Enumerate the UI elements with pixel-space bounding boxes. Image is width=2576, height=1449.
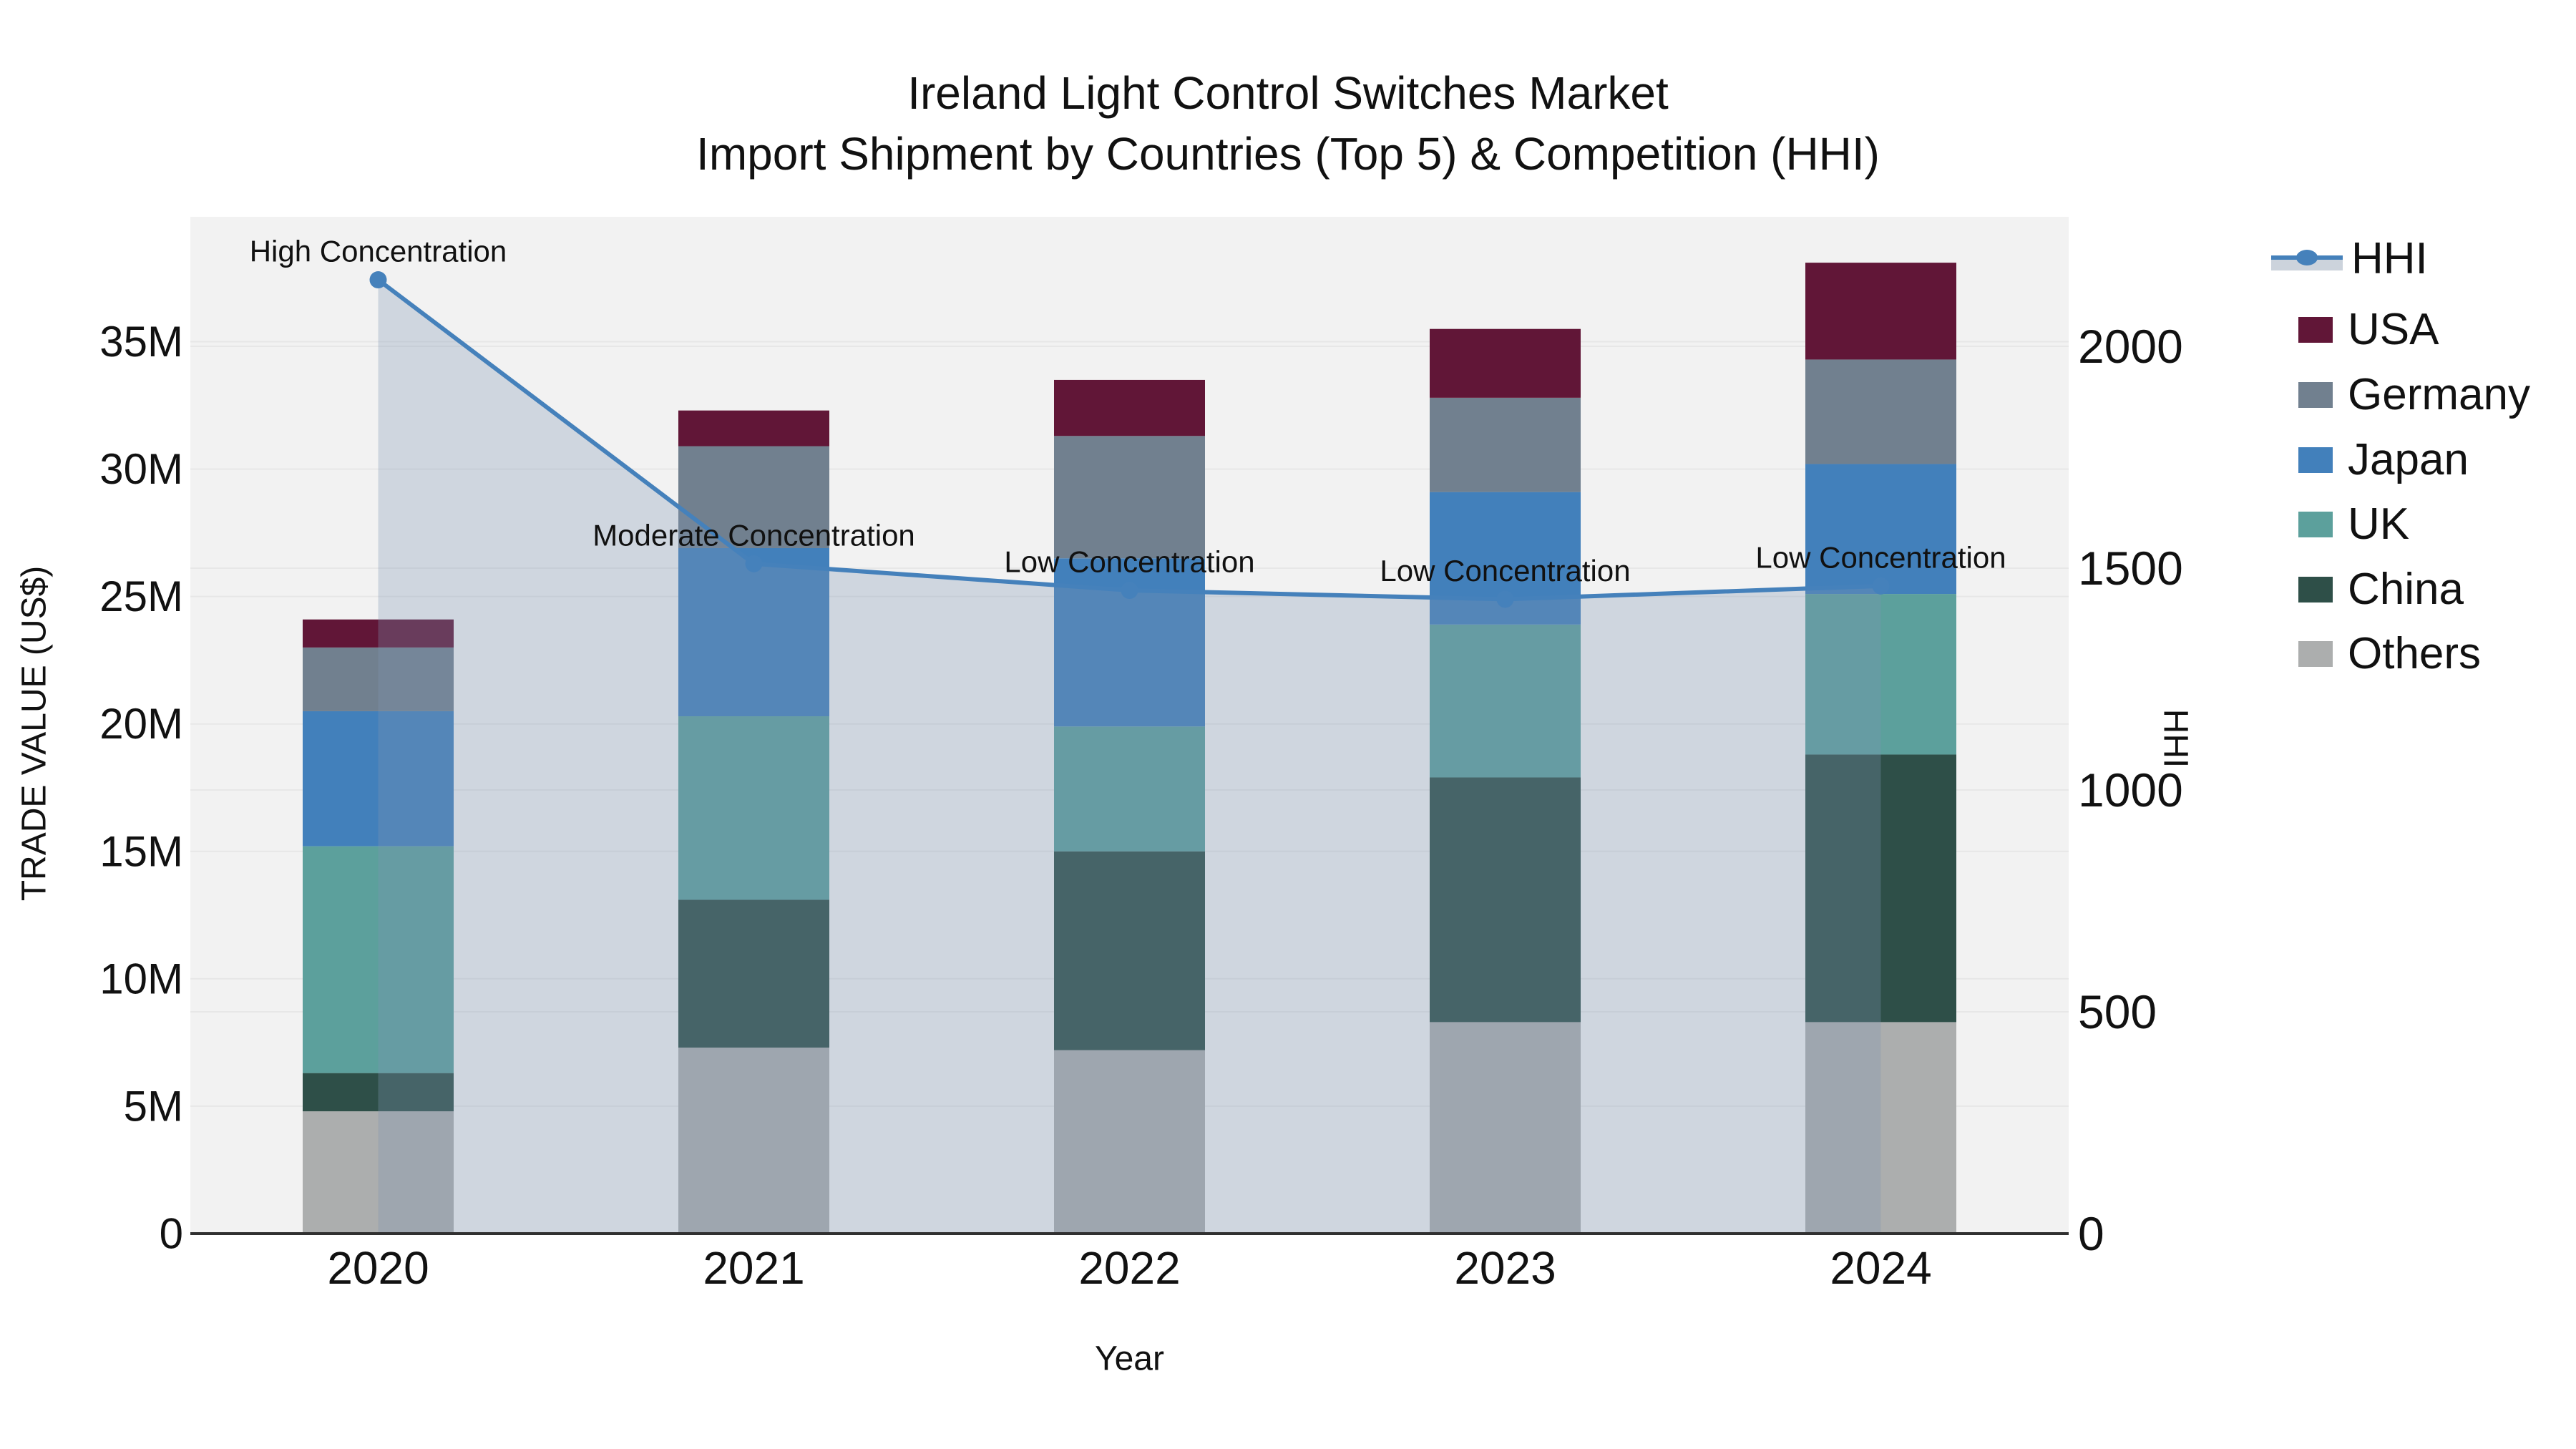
- hhi-marker-2023[interactable]: [1496, 590, 1514, 608]
- bar-segment-germany-2020[interactable]: [303, 647, 454, 711]
- y-left-tick-label: 20M: [99, 700, 183, 748]
- hhi-marker-2022[interactable]: [1121, 582, 1138, 600]
- y-left-tick-label: 5M: [124, 1082, 183, 1130]
- legend-item-germany[interactable]: Germany: [2268, 369, 2530, 421]
- bar-segment-japan-2024[interactable]: [1805, 464, 1956, 595]
- legend-item-label: Others: [2348, 629, 2482, 678]
- y-right-tick-label: 0: [2078, 1207, 2104, 1260]
- bar-segment-usa-2023[interactable]: [1430, 328, 1581, 398]
- y-right-tick-label: 1500: [2078, 542, 2183, 595]
- bar-segment-uk-2024[interactable]: [1805, 594, 1956, 755]
- y-left-tick-label: 25M: [99, 572, 183, 620]
- x-axis-title: Year: [1095, 1340, 1164, 1378]
- y-left-tick-label: 30M: [99, 445, 183, 493]
- bar-segment-china-2024[interactable]: [1805, 754, 1956, 1023]
- bar-segment-others-2020[interactable]: [303, 1111, 454, 1234]
- legend-item-china[interactable]: China: [2268, 564, 2464, 615]
- bar-segment-uk-2023[interactable]: [1430, 624, 1581, 778]
- y-right-tick-label: 500: [2078, 985, 2157, 1038]
- legend-item-others[interactable]: Others: [2268, 628, 2481, 680]
- legend-item-label: UK: [2348, 499, 2410, 549]
- legend-item-usa[interactable]: USA: [2268, 304, 2439, 356]
- bar-segment-usa-2022[interactable]: [1054, 379, 1205, 436]
- annotation-2020: High Concentration: [250, 235, 507, 268]
- y-left-tick-label: 35M: [99, 318, 183, 366]
- legend: HHI USA Germany Japan UK China Others: [2268, 0, 2569, 716]
- y-right-tick-label: 2000: [2078, 320, 2183, 373]
- y-axis-title-left: TRADE VALUE (US$): [16, 566, 54, 902]
- y-left-tick-label: 10M: [99, 955, 183, 1002]
- annotation-2022: Low Concentration: [1004, 545, 1254, 579]
- bar-segment-china-2023[interactable]: [1430, 777, 1581, 1023]
- hhi-legend-sample-icon: [2271, 250, 2343, 270]
- others-color-swatch-icon: [2298, 641, 2333, 667]
- x-tick-label: 2020: [327, 1242, 429, 1294]
- legend-item-uk[interactable]: UK: [2268, 499, 2409, 550]
- annotation-2021: Moderate Concentration: [592, 518, 915, 552]
- bar-segment-usa-2021[interactable]: [678, 410, 829, 447]
- bar-segment-uk-2020[interactable]: [303, 846, 454, 1073]
- japan-color-swatch-icon: [2298, 447, 2333, 473]
- hhi-area: [378, 280, 1881, 1234]
- bar-segment-china-2021[interactable]: [678, 899, 829, 1048]
- annotation-2023: Low Concentration: [1380, 554, 1630, 587]
- bar-segment-others-2024[interactable]: [1805, 1022, 1956, 1234]
- legend-item-label: HHI: [2351, 234, 2428, 283]
- hhi-marker-2021[interactable]: [745, 555, 763, 572]
- usa-color-swatch-icon: [2298, 317, 2333, 343]
- bar-segment-germany-2022[interactable]: [1054, 436, 1205, 559]
- legend-item-label: Japan: [2348, 435, 2469, 484]
- bar-segment-others-2022[interactable]: [1054, 1050, 1205, 1234]
- bar-segment-germany-2023[interactable]: [1430, 397, 1581, 492]
- bar-segment-usa-2020[interactable]: [303, 619, 454, 648]
- x-tick-label: 2023: [1454, 1242, 1556, 1294]
- legend-item-label: Germany: [2348, 370, 2530, 419]
- bar-segment-others-2023[interactable]: [1430, 1022, 1581, 1234]
- uk-color-swatch-icon: [2298, 512, 2333, 537]
- chart-title-line2: Import Shipment by Countries (Top 5) & C…: [696, 128, 1880, 180]
- y-axis-title-right: HHI: [2157, 709, 2195, 769]
- y-right-tick-label: 1000: [2078, 763, 2183, 816]
- bar-segment-uk-2022[interactable]: [1054, 726, 1205, 852]
- chart-title-line1: Ireland Light Control Switches Market: [907, 67, 1669, 119]
- bar-segment-germany-2024[interactable]: [1805, 359, 1956, 464]
- legend-item-japan[interactable]: Japan: [2268, 434, 2469, 486]
- hhi-marker-2020[interactable]: [369, 271, 387, 289]
- bar-segment-japan-2021[interactable]: [678, 547, 829, 717]
- y-left-tick-label: 0: [160, 1210, 183, 1258]
- annotation-2024: Low Concentration: [1755, 540, 2006, 574]
- x-tick-label: 2022: [1078, 1242, 1180, 1294]
- legend-item-label: China: [2348, 565, 2464, 614]
- china-color-swatch-icon: [2298, 577, 2333, 602]
- bar-segment-uk-2021[interactable]: [678, 716, 829, 900]
- bar-segment-others-2021[interactable]: [678, 1048, 829, 1234]
- germany-color-swatch-icon: [2298, 382, 2333, 408]
- bar-segment-japan-2020[interactable]: [303, 711, 454, 847]
- legend-item-hhi[interactable]: HHI: [2268, 233, 2428, 285]
- legend-item-label: USA: [2348, 305, 2439, 354]
- x-tick-label: 2024: [1830, 1242, 1931, 1294]
- bar-segment-usa-2024[interactable]: [1805, 263, 1956, 360]
- bar-segment-germany-2021[interactable]: [678, 446, 829, 548]
- hhi-marker-2024[interactable]: [1872, 577, 1890, 595]
- y-left-tick-label: 15M: [99, 827, 183, 875]
- bar-segment-china-2022[interactable]: [1054, 851, 1205, 1050]
- bar-segment-china-2020[interactable]: [303, 1073, 454, 1112]
- x-tick-label: 2021: [703, 1242, 804, 1294]
